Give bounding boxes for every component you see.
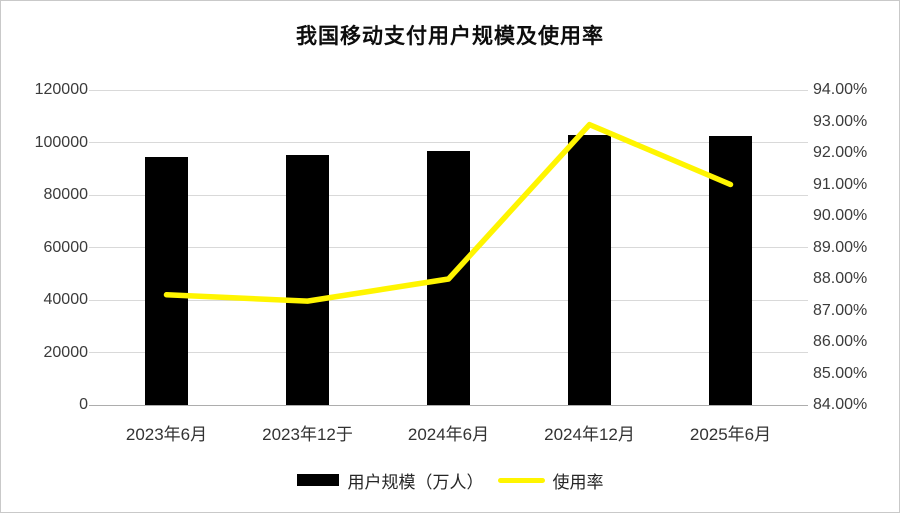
y-axis-right-tick-label: 86.00%	[813, 333, 868, 350]
y-axis-right-tick-label: 89.00%	[813, 238, 868, 256]
x-axis-tick-label: 2024年12月	[544, 425, 635, 444]
bar-swatch-icon	[296, 474, 339, 486]
y-axis-right-tick-label: 93.00%	[813, 112, 868, 130]
y-axis-right-tick-label: 92.00%	[813, 144, 868, 161]
bar	[568, 134, 611, 405]
bar	[709, 136, 752, 405]
y-axis-left-tick-label: 60000	[43, 238, 89, 256]
y-axis-right-tick-label: 88.00%	[813, 270, 868, 287]
y-axis-right-tick-label: 90.00%	[813, 207, 868, 224]
y-axis-left-tick-label: 120000	[34, 81, 88, 98]
x-axis-line	[89, 404, 808, 406]
x-axis-tick-label: 2025年6月	[689, 425, 772, 444]
y-axis-left-tick-label: 0	[79, 396, 88, 413]
y-axis-left-tick-label: 20000	[43, 343, 89, 361]
gridline	[89, 142, 808, 143]
legend: 用户规模（万人） 使用率	[1, 467, 899, 493]
y-axis-right-tick-label: 84.00%	[813, 396, 868, 413]
x-axis-tick-label: 2024年6月	[407, 425, 490, 444]
bar	[427, 150, 470, 405]
chart-title: 我国移动支付用户规模及使用率	[296, 25, 604, 48]
legend-item-users: 用户规模（万人）	[296, 468, 484, 493]
y-axis-right-tick-label: 85.00%	[813, 364, 868, 382]
gridline	[89, 89, 808, 91]
y-axis-left-tick-label: 40000	[43, 291, 89, 308]
x-axis-tick-label: 2023年12于	[262, 425, 353, 444]
legend-label-users: 用户规模（万人）	[347, 472, 484, 492]
legend-item-rate: 使用率	[497, 468, 604, 493]
line-swatch-icon	[497, 477, 545, 483]
y-axis-right-tick-label: 87.00%	[813, 301, 868, 319]
y-axis-right-tick-label: 91.00%	[813, 175, 868, 193]
bar	[145, 157, 188, 405]
y-axis-right-tick-label: 94.00%	[813, 81, 868, 98]
legend-label-rate: 使用率	[552, 472, 604, 492]
y-axis-left-tick-label: 100000	[34, 133, 88, 151]
x-axis-tick-label: 2023年6月	[125, 425, 208, 444]
bar	[286, 154, 329, 405]
y-axis-left-tick-label: 80000	[43, 186, 89, 203]
